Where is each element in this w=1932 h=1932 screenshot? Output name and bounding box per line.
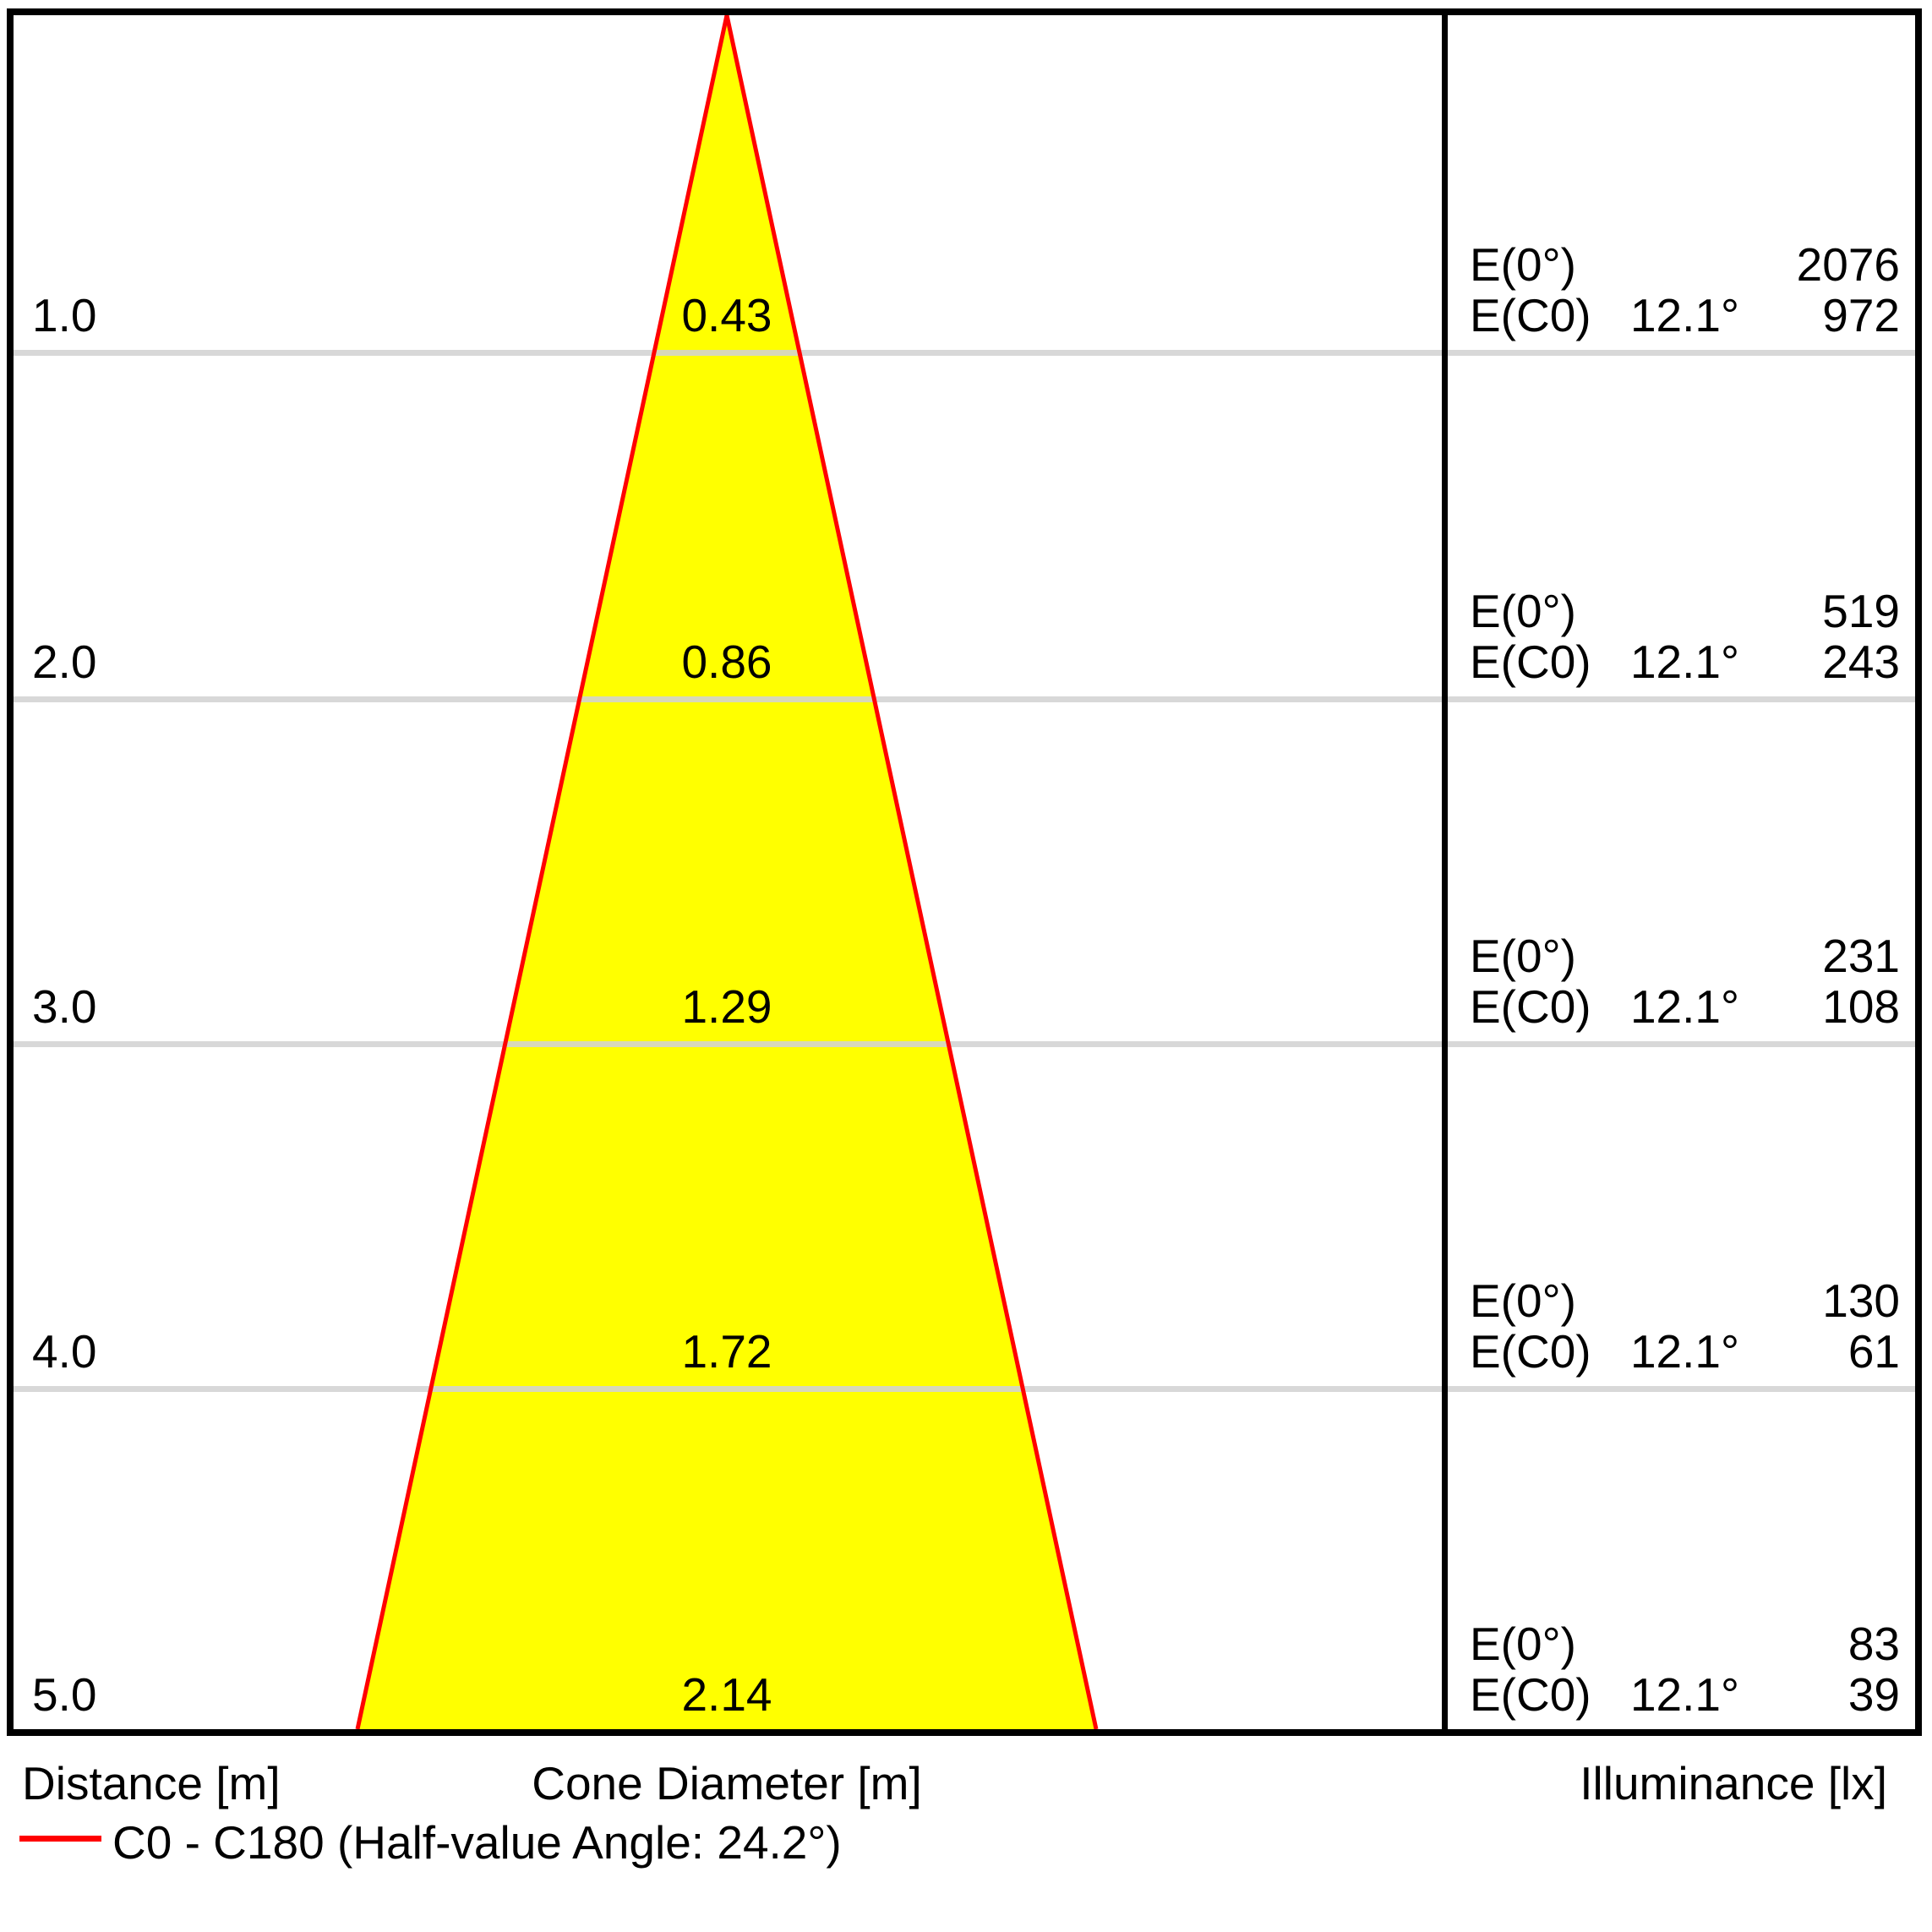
e0-label: E(0°): [1470, 585, 1576, 637]
distance-label: 4.0: [32, 1325, 97, 1378]
e0-label: E(0°): [1470, 930, 1576, 982]
illuminance-row-ec0: E(C0) 12.1° 243: [1470, 636, 1900, 687]
gridline-2m: [14, 696, 1915, 702]
cone-diameter-value: 0.86: [681, 636, 772, 688]
cone-diameter-value: 0.43: [681, 289, 772, 341]
e0-label: E(0°): [1470, 1618, 1576, 1670]
e0-label: E(0°): [1470, 238, 1576, 291]
column-divider: [1442, 15, 1448, 1729]
ec0-angle: 12.1°: [1629, 1668, 1740, 1721]
illuminance-row-ec0: E(C0) 12.1° 39: [1470, 1669, 1900, 1720]
distance-label: 5.0: [32, 1668, 97, 1721]
ec0-value: 61: [1847, 1325, 1900, 1378]
illuminance-axis-label: Illuminance [lx]: [1580, 1757, 1887, 1809]
illuminance-row-e0: E(0°) 231: [1470, 931, 1900, 981]
e0-value: 231: [1822, 930, 1900, 982]
ec0-angle: 12.1°: [1629, 1325, 1740, 1378]
light-cone-fill: [357, 15, 1096, 1729]
illuminance-row-ec0: E(C0) 12.1° 972: [1470, 290, 1900, 341]
distance-axis-label: Distance [m]: [22, 1757, 281, 1809]
legend-line-swatch: [19, 1836, 101, 1842]
cone-diameter-value: 1.72: [681, 1325, 772, 1378]
illuminance-row-e0: E(0°) 519: [1470, 586, 1900, 636]
ec0-value: 39: [1847, 1668, 1900, 1721]
e0-label: E(0°): [1470, 1274, 1576, 1327]
gridline-4m: [14, 1386, 1915, 1392]
ec0-value: 243: [1822, 636, 1900, 688]
ec0-label: E(C0): [1470, 1325, 1591, 1378]
ec0-label: E(C0): [1470, 289, 1591, 341]
ec0-angle: 12.1°: [1629, 636, 1740, 688]
illuminance-row-ec0: E(C0) 12.1° 108: [1470, 981, 1900, 1032]
ec0-angle: 12.1°: [1629, 980, 1740, 1033]
cone-diagram-table: 1.0 2.0 3.0 4.0 5.0 0.43 0.86 1.29 1.72 …: [7, 8, 1922, 1736]
ec0-label: E(C0): [1470, 980, 1591, 1033]
ec0-label: E(C0): [1470, 1668, 1591, 1721]
gridline-3m: [14, 1041, 1915, 1047]
illuminance-row-ec0: E(C0) 12.1° 61: [1470, 1326, 1900, 1377]
e0-value: 2076: [1796, 238, 1900, 291]
ec0-angle: 12.1°: [1629, 289, 1740, 341]
cone-diameter-axis-label: Cone Diameter [m]: [532, 1757, 922, 1809]
e0-value: 83: [1847, 1618, 1900, 1670]
illuminance-row-e0: E(0°) 130: [1470, 1275, 1900, 1326]
ec0-value: 108: [1822, 980, 1900, 1033]
illuminance-row-e0: E(0°) 83: [1470, 1618, 1900, 1669]
legend-label: C0 - C180 (Half-value Angle: 24.2°): [112, 1816, 842, 1869]
gridline-1m: [14, 350, 1915, 356]
cone-diameter-value: 2.14: [681, 1668, 772, 1721]
cone-diameter-value: 1.29: [681, 980, 772, 1033]
illuminance-row-e0: E(0°) 2076: [1470, 239, 1900, 290]
e0-value: 519: [1822, 585, 1900, 637]
ec0-label: E(C0): [1470, 636, 1591, 688]
distance-label: 2.0: [32, 636, 97, 688]
light-cone-outline: [355, 15, 1099, 1729]
e0-value: 130: [1822, 1274, 1900, 1327]
ec0-value: 972: [1822, 289, 1900, 341]
distance-label: 1.0: [32, 289, 97, 341]
distance-label: 3.0: [32, 980, 97, 1033]
